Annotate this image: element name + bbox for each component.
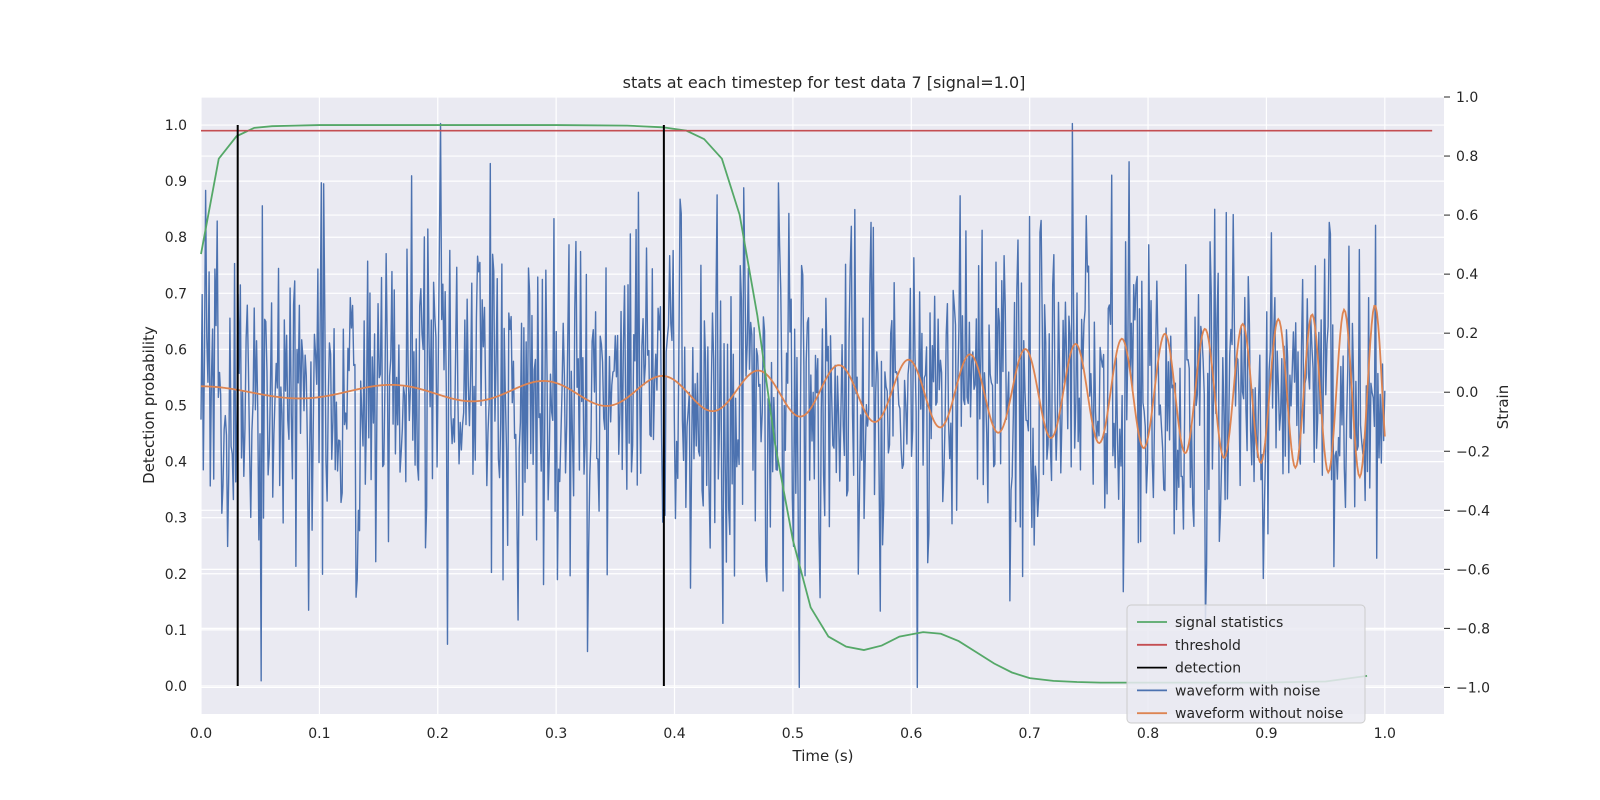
legend-label: threshold (1175, 638, 1241, 654)
y-right-tick-label: −0.6 (1456, 562, 1490, 578)
x-tick-label: 0.0 (190, 726, 212, 742)
y-left-tick-label: 0.4 (165, 455, 187, 471)
y-left-tick-label: 0.0 (165, 679, 187, 695)
x-tick-label: 0.6 (900, 726, 922, 742)
y-right-tick-label: 0.4 (1456, 267, 1478, 283)
tick-layer: 0.0 0.1 0.2 0.3 0.4 0.5 0.6 0.7 0.8 0.9 1.0 0.0 0.1 0… (165, 90, 1490, 742)
y-right-tick-label: −0.4 (1456, 503, 1490, 519)
y-right-tick-label: 0.0 (1456, 385, 1478, 401)
x-tick-label: 0.1 (308, 726, 330, 742)
legend-label: signal statistics (1175, 615, 1283, 631)
y-left-tick-label: 0.9 (165, 174, 187, 190)
x-axis-label: Time (s) (792, 747, 854, 765)
y-left-tick-label: 0.7 (165, 286, 187, 302)
y-axis-label-right: Strain (1494, 385, 1512, 429)
series-layer (200, 122, 1433, 689)
y-right-tick-label: 0.6 (1456, 208, 1478, 224)
y-left-tick-label: 0.6 (165, 342, 187, 358)
x-tick-label: 0.9 (1255, 726, 1277, 742)
chart-title: stats at each timestep for test data 7 [… (623, 73, 1026, 92)
legend-label: waveform without noise (1175, 706, 1343, 722)
y-right-tick-label: −0.2 (1456, 444, 1490, 460)
x-tick-label: 0.5 (782, 726, 804, 742)
series-signal-statistics (200, 124, 1368, 684)
x-tick-label: 0.8 (1137, 726, 1159, 742)
y-left-tick-label: 0.8 (165, 230, 187, 246)
legend-label: detection (1175, 661, 1241, 677)
x-tick-label: 0.7 (1019, 726, 1041, 742)
legend: signal statistics threshold detection wavef… (1126, 604, 1366, 724)
y-left-tick-label: 0.1 (165, 623, 187, 639)
x-tick-label: 0.2 (427, 726, 449, 742)
y-right-tick-label: −0.8 (1456, 621, 1490, 637)
y-left-tick-label: 0.5 (165, 399, 187, 415)
x-tick-label: 0.3 (545, 726, 567, 742)
y-left-tick-label: 1.0 (165, 118, 187, 134)
y-axis-label-left: Detection probability (140, 326, 158, 484)
y-left-tick-label: 0.3 (165, 511, 187, 527)
y-right-tick-label: 0.8 (1456, 149, 1478, 165)
y-right-tick-label: −1.0 (1456, 680, 1490, 696)
series-waveform-without-noise (200, 304, 1386, 480)
x-tick-label: 1.0 (1374, 726, 1396, 742)
legend-label: waveform with noise (1175, 683, 1320, 699)
legend-box (1126, 604, 1366, 724)
y-right-tick-label: 0.2 (1456, 326, 1478, 342)
y-left-tick-label: 0.2 (165, 567, 187, 583)
x-tick-label: 0.4 (663, 726, 685, 742)
y-right-tick-label: 1.0 (1456, 90, 1478, 106)
